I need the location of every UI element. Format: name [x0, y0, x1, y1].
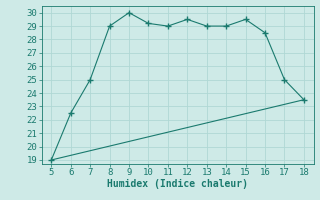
- X-axis label: Humidex (Indice chaleur): Humidex (Indice chaleur): [107, 179, 248, 189]
